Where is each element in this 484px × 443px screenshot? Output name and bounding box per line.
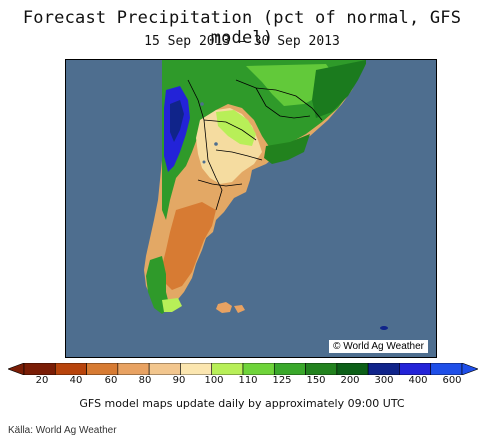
scale-tick: 60 — [104, 375, 118, 386]
color-scale-labels: 20 40 60 80 90 100 110 125 150 200 300 4… — [0, 375, 484, 389]
scale-arrow-right — [461, 363, 478, 375]
map-title: Forecast Precipitation (pct of normal, G… — [22, 8, 462, 48]
scale-cell — [180, 363, 213, 375]
scale-cell — [211, 363, 244, 375]
andes-wet-core — [170, 100, 184, 142]
scale-tick: 100 — [204, 375, 224, 386]
scale-cell — [117, 363, 150, 375]
scale-tick: 40 — [69, 375, 83, 386]
northeast-dark-green — [312, 60, 366, 118]
scale-cell — [336, 363, 369, 375]
scale-cell — [86, 363, 119, 375]
date-range: 15 Sep 2013 – 30 Sep 2013 — [144, 34, 340, 49]
scale-cell — [23, 363, 56, 375]
scale-cell — [367, 363, 400, 375]
south-georgia-island — [380, 326, 388, 330]
scale-tick: 20 — [35, 375, 49, 386]
source-caption: Källa: World Ag Weather — [8, 425, 117, 436]
scale-cell — [54, 363, 87, 375]
central-light-green — [216, 110, 256, 146]
color-scale-bar — [8, 363, 478, 375]
falkland-islands — [216, 302, 245, 313]
scale-cell — [273, 363, 306, 375]
scale-cell — [399, 363, 432, 375]
scale-tick: 110 — [238, 375, 258, 386]
scale-cell — [242, 363, 275, 375]
map-credit: © World Ag Weather — [329, 340, 428, 353]
scale-tick: 80 — [138, 375, 152, 386]
tierra-del-fuego-light — [162, 298, 182, 312]
scale-arrow-left — [8, 363, 25, 375]
scale-tick: 600 — [442, 375, 462, 386]
scale-cell — [305, 363, 338, 375]
lake-marker — [200, 102, 204, 106]
precipitation-map: © World Ag Weather — [65, 59, 437, 358]
country-borders — [187, 79, 323, 211]
lake-marker — [202, 160, 206, 164]
scale-tick: 150 — [306, 375, 326, 386]
scale-tick: 200 — [340, 375, 360, 386]
lake-marker — [214, 142, 218, 146]
scale-tick: 125 — [272, 375, 292, 386]
map-canvas — [66, 60, 436, 357]
patagonia-wet-coast — [146, 256, 170, 314]
scale-tick: 300 — [374, 375, 394, 386]
south-dry-region — [162, 202, 216, 290]
scale-tick: 400 — [408, 375, 428, 386]
scale-cell — [430, 363, 463, 375]
color-scale-cells — [8, 363, 478, 375]
update-note: GFS model maps update daily by approxima… — [79, 397, 405, 410]
southeast-coast-green — [264, 134, 310, 164]
scale-cell — [148, 363, 181, 375]
scale-tick: 90 — [172, 375, 186, 386]
